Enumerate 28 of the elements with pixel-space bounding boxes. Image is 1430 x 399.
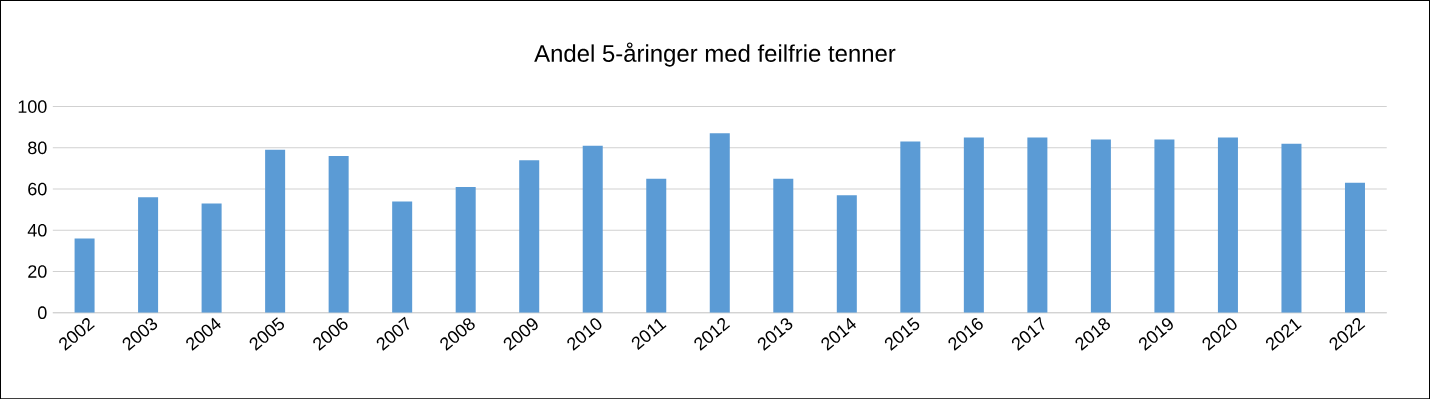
bar xyxy=(519,160,540,313)
bar xyxy=(392,201,413,313)
chart-title: Andel 5-åringer med feilfrie tenner xyxy=(534,42,896,67)
bar xyxy=(74,238,95,313)
y-tick-label: 100 xyxy=(18,100,47,113)
bar xyxy=(900,141,921,313)
bar xyxy=(1344,182,1365,313)
bar xyxy=(963,137,984,313)
bar xyxy=(328,155,349,313)
bar xyxy=(646,178,667,313)
bar xyxy=(201,203,222,313)
y-tick-label: 80 xyxy=(28,141,47,155)
bar xyxy=(1090,139,1111,313)
y-tick-label: 20 xyxy=(28,264,47,278)
bar xyxy=(455,186,476,313)
bar xyxy=(1217,137,1238,313)
bar xyxy=(1154,139,1175,313)
bar xyxy=(582,145,603,313)
bar xyxy=(773,178,794,313)
bar xyxy=(1027,137,1048,313)
bar xyxy=(138,197,159,313)
y-tick-label: 40 xyxy=(27,223,47,237)
bar xyxy=(836,195,857,313)
y-tick-label: 0 xyxy=(38,306,47,319)
y-tick-label: 60 xyxy=(28,182,47,196)
bar xyxy=(709,133,730,313)
bar xyxy=(265,149,286,313)
bar xyxy=(1281,143,1302,313)
